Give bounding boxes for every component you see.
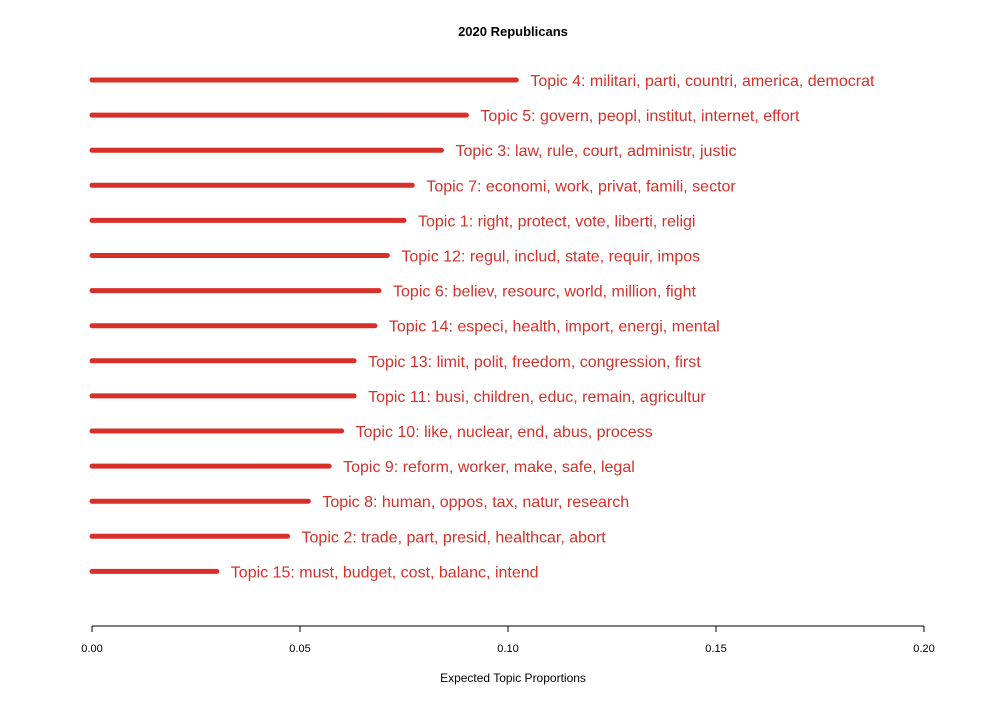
bar-label: Topic 13: limit, polit, freedom, congres… bbox=[368, 354, 701, 371]
bars-layer: Topic 4: militari, parti, countri, ameri… bbox=[89, 73, 875, 581]
x-axis: 0.00 0.05 0.10 0.15 0.20 bbox=[81, 625, 935, 655]
bar-label: Topic 9: reform, worker, make, safe, leg… bbox=[343, 459, 635, 476]
bar-label: Topic 4: militari, parti, countri, ameri… bbox=[530, 73, 875, 90]
bar-label: Topic 7: economi, work, privat, famili, … bbox=[426, 178, 736, 195]
bar-label: Topic 6: believ, resourc, world, million… bbox=[393, 284, 696, 301]
x-tick-label: 0.10 bbox=[497, 643, 518, 655]
x-tick-label: 0.00 bbox=[81, 643, 102, 655]
bar-label: Topic 12: regul, includ, state, requir, … bbox=[401, 249, 700, 266]
x-tick-label: 0.20 bbox=[913, 643, 934, 655]
x-tick-label: 0.05 bbox=[289, 643, 310, 655]
bar-label: Topic 1: right, protect, vote, liberti, … bbox=[418, 213, 695, 230]
bar-label: Topic 2: trade, part, presid, healthcar,… bbox=[302, 529, 607, 546]
bar-label: Topic 3: law, rule, court, administr, ju… bbox=[455, 143, 736, 160]
bar-label: Topic 5: govern, peopl, institut, intern… bbox=[480, 108, 800, 125]
bar-label: Topic 15: must, budget, cost, balanc, in… bbox=[231, 564, 539, 581]
x-tick-label: 0.15 bbox=[705, 643, 726, 655]
bar-label: Topic 11: busi, children, educ, remain, … bbox=[368, 389, 706, 406]
chart-title: 2020 Republicans bbox=[458, 24, 568, 39]
bar-label: Topic 10: like, nuclear, end, abus, proc… bbox=[356, 424, 653, 441]
bar-label: Topic 14: especi, health, import, energi… bbox=[389, 319, 720, 336]
bar-label: Topic 8: human, oppos, tax, natur, resea… bbox=[322, 494, 629, 511]
x-axis-label: Expected Topic Proportions bbox=[440, 671, 586, 685]
